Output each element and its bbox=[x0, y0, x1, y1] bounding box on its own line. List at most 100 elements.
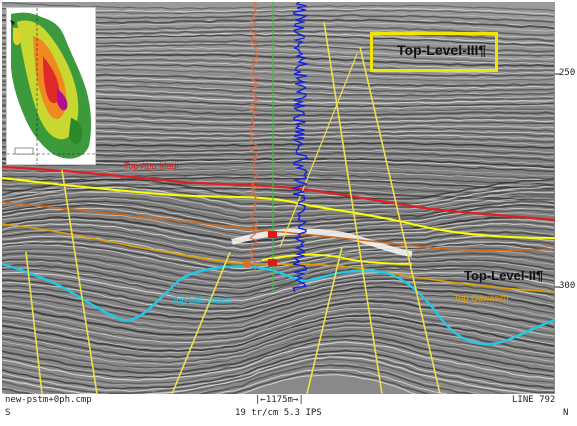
reflector-line bbox=[2, 260, 555, 290]
reflector-line bbox=[2, 230, 555, 260]
seismic-canvas bbox=[2, 2, 555, 394]
reflector-line bbox=[2, 203, 555, 227]
scale-bar: |←1175m→| bbox=[255, 395, 304, 405]
horizon-top-salt-salem bbox=[2, 262, 555, 346]
reflector-line bbox=[2, 197, 555, 221]
reflector-line bbox=[223, 371, 431, 394]
reflector-line bbox=[2, 298, 555, 334]
reflector-line bbox=[2, 275, 555, 307]
reflector-line bbox=[2, 225, 555, 254]
reflector-line bbox=[2, 347, 555, 387]
line-number: LINE 792 bbox=[512, 395, 556, 405]
reflector-line bbox=[2, 354, 555, 394]
reflector-line bbox=[2, 285, 555, 321]
reflector-line bbox=[2, 191, 555, 213]
reflector-line bbox=[2, 229, 555, 257]
reflector-line bbox=[2, 195, 555, 219]
reflector-line bbox=[2, 349, 555, 390]
reflector-line bbox=[2, 290, 555, 325]
seismic-reflectors bbox=[2, 2, 555, 394]
reflector-line bbox=[2, 319, 555, 359]
seismic-section: Top-Level-III¶ Top-Level-II¶ Top Abu Mad… bbox=[2, 2, 555, 394]
fault-line bbox=[25, 251, 43, 394]
scale-bar-right-icon: →| bbox=[292, 395, 304, 405]
fault-line bbox=[306, 246, 343, 394]
reflector-line bbox=[2, 218, 555, 245]
reflector-line bbox=[2, 326, 555, 365]
reflector-line bbox=[2, 242, 555, 272]
bright-amplitude-event bbox=[231, 228, 413, 257]
display-params: 19 tr/cm 5.3 IPS bbox=[235, 408, 322, 418]
inset-map bbox=[6, 7, 96, 165]
inset-map-canvas bbox=[7, 8, 95, 164]
horizon-label-top-salt-salem: Top Salt Salem bbox=[172, 295, 233, 305]
reflector-line bbox=[2, 263, 555, 295]
reflector-line bbox=[2, 300, 555, 336]
reflector-line bbox=[2, 220, 555, 249]
footer-bar: new-pstm+0ph.cmp S |←1175m→| 19 tr/cm 5.… bbox=[0, 394, 577, 426]
reflector-line bbox=[2, 314, 555, 352]
reflector-line bbox=[2, 278, 555, 310]
reflector-line bbox=[2, 345, 555, 385]
reflector-line bbox=[2, 222, 555, 251]
fault-line bbox=[279, 191, 303, 248]
reflector-line bbox=[2, 252, 555, 282]
reflector-line bbox=[2, 274, 555, 305]
scale-bar-value: 1175m bbox=[265, 395, 293, 405]
reflector-line bbox=[2, 285, 555, 318]
reflector-line bbox=[2, 173, 555, 186]
fault-line bbox=[323, 21, 383, 394]
fault-line bbox=[301, 53, 358, 193]
reflector-line bbox=[2, 169, 555, 181]
reflector-line bbox=[2, 216, 555, 243]
reflector-line bbox=[2, 200, 555, 224]
horizon-yellow-lower bbox=[261, 253, 413, 265]
reflector-line bbox=[2, 310, 555, 348]
reflector-line bbox=[2, 281, 555, 315]
reflector-line bbox=[2, 267, 555, 297]
fault-line bbox=[359, 46, 441, 394]
reflector-line bbox=[2, 2, 555, 12]
horizon-label-top-qawasim: Top Qawasim bbox=[454, 293, 509, 303]
reflector-line bbox=[2, 324, 555, 364]
fault-line bbox=[61, 169, 98, 394]
well-marker bbox=[268, 231, 277, 238]
level-ii-label: Top-Level-II¶ bbox=[464, 268, 544, 283]
reflector-line bbox=[2, 271, 555, 302]
time-tick-label: 300 bbox=[559, 281, 576, 291]
level-iii-label: Top-Level-III¶ bbox=[397, 42, 487, 58]
reflector-line bbox=[2, 330, 555, 370]
level-iii-box bbox=[370, 32, 498, 72]
reflector-line bbox=[2, 306, 555, 342]
reflector-line bbox=[2, 316, 555, 354]
horizon-yellow-upper bbox=[2, 177, 555, 239]
reflector-line bbox=[2, 302, 555, 339]
well-log-blue bbox=[290, 2, 310, 293]
reflector-line bbox=[2, 189, 555, 203]
reflector-line bbox=[2, 307, 555, 344]
reflector-line bbox=[2, 296, 555, 331]
reflector-line bbox=[2, 237, 555, 267]
reflector-line bbox=[2, 329, 555, 369]
reflector-line bbox=[2, 244, 555, 274]
fault-line bbox=[171, 251, 231, 394]
well-marker bbox=[268, 259, 277, 266]
reflector-line bbox=[2, 368, 449, 394]
south-label: S bbox=[5, 408, 11, 418]
reflector-line bbox=[236, 374, 417, 394]
time-tick-label: 250 bbox=[559, 68, 576, 78]
reflector-line bbox=[2, 313, 555, 350]
reflector-line bbox=[2, 293, 555, 329]
reflector-line bbox=[2, 181, 555, 202]
reflector-line bbox=[2, 258, 555, 289]
reflector-line bbox=[2, 180, 554, 193]
reflector-line bbox=[2, 182, 555, 196]
reflector-line bbox=[2, 352, 555, 392]
reflector-line bbox=[2, 363, 476, 394]
reflector-line bbox=[2, 289, 555, 323]
reflector-line bbox=[2, 184, 555, 206]
reflector-line bbox=[2, 165, 555, 177]
reflector-line bbox=[2, 334, 555, 374]
time-axis-ticks bbox=[555, 73, 560, 288]
